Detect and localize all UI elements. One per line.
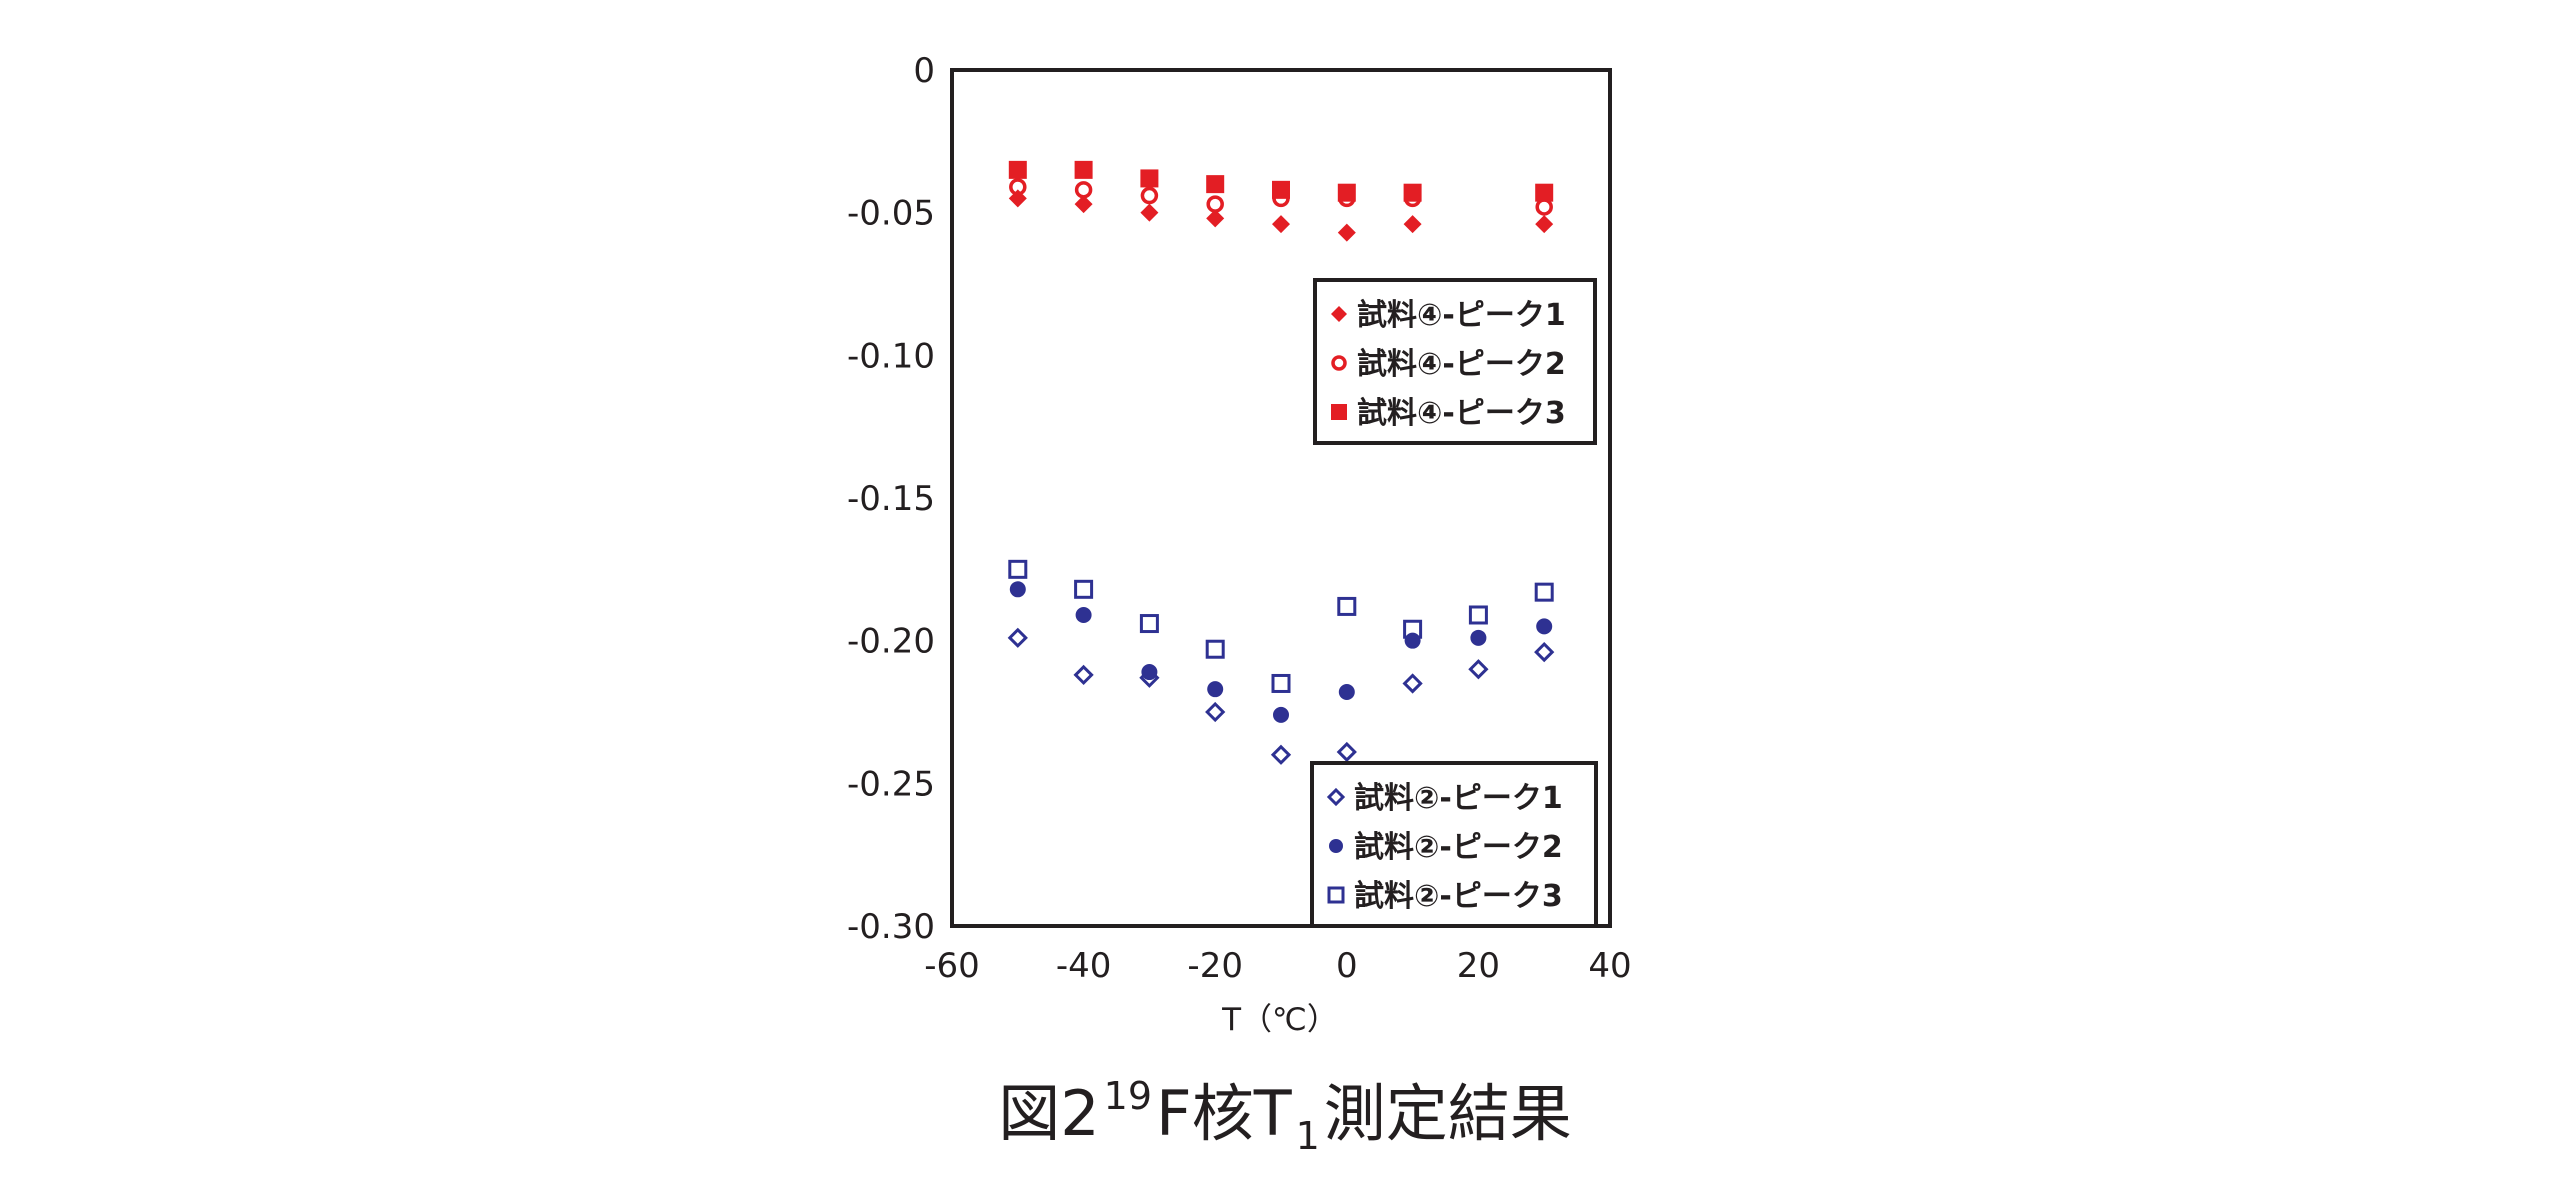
legend-box <box>1310 761 1598 928</box>
data-point <box>1140 169 1159 188</box>
data-point <box>1338 684 1355 701</box>
legend-label: 試料②-ピーク2 <box>1354 830 1563 865</box>
data-point <box>1403 215 1422 234</box>
series-6 <box>1008 559 1554 693</box>
y-tick-label: 0 <box>913 51 935 91</box>
data-point <box>1206 175 1225 194</box>
data-point <box>1073 664 1094 686</box>
data-point <box>1534 582 1554 602</box>
series-3 <box>1008 160 1554 202</box>
data-point <box>1403 619 1423 639</box>
x-tick-label: -40 <box>1056 946 1112 986</box>
figure-caption: 図2 19 F核T 1 測定結果 <box>998 1074 1572 1158</box>
plot-frame <box>950 68 1612 928</box>
data-point <box>1007 627 1028 648</box>
x-tick-label: 40 <box>1588 946 1631 986</box>
data-point <box>1075 606 1092 623</box>
legend-marker <box>1326 787 1346 807</box>
legend-lower: 試料②-ピーク1 試料②-ピーク2 試料②-ピーク3 <box>1310 761 1598 928</box>
x-tick-label: 20 <box>1457 946 1500 986</box>
data-point <box>1468 659 1489 680</box>
data-point <box>1074 181 1093 199</box>
series-5 <box>1009 581 1553 723</box>
x-axis-title: T（℃） <box>1221 1002 1338 1038</box>
data-point <box>1337 596 1357 616</box>
data-point <box>1404 632 1421 649</box>
y-tick-label: -0.25 <box>847 764 935 804</box>
data-point <box>1337 183 1356 202</box>
legend-marker <box>1331 355 1347 371</box>
data-point <box>1270 744 1292 765</box>
legend-label: 試料④-ピーク1 <box>1357 298 1566 333</box>
data-point <box>1207 681 1224 698</box>
caption-prefix: 図2 <box>998 1077 1099 1150</box>
caption-isotope-mass: 19 <box>1104 1074 1152 1118</box>
data-point <box>1337 223 1356 242</box>
series-4 <box>1007 627 1555 765</box>
data-point <box>1206 195 1224 213</box>
data-points <box>1007 160 1555 765</box>
data-point <box>1206 209 1225 228</box>
data-point <box>1402 673 1423 694</box>
data-point <box>1272 215 1290 234</box>
data-point <box>1008 160 1027 179</box>
y-tick-label: -0.05 <box>847 194 935 234</box>
legend-marker <box>1329 839 1343 853</box>
y-tick-label: -0.30 <box>847 907 935 947</box>
x-tick-label: -20 <box>1187 946 1243 986</box>
y-tick-label: -0.20 <box>847 622 935 662</box>
x-tick-label: -60 <box>924 946 980 986</box>
legend-marker <box>1331 306 1347 322</box>
data-point <box>1536 618 1553 635</box>
data-point <box>1205 701 1226 723</box>
data-point <box>1009 581 1026 598</box>
data-point <box>1008 559 1028 579</box>
legend-box <box>1313 278 1597 445</box>
data-point <box>1468 605 1488 625</box>
data-point <box>1139 614 1159 634</box>
data-point <box>1272 180 1290 199</box>
caption-subscript: 1 <box>1296 1114 1320 1158</box>
x-tick-label: 0 <box>1336 946 1358 986</box>
legend-upper: 試料④-ピーク1 試料④-ピーク2 試料④-ピーク3 <box>1313 278 1597 445</box>
legend-label: 試料④-ピーク3 <box>1357 396 1566 431</box>
legend-label: 試料④-ピーク2 <box>1357 347 1566 382</box>
legend-marker <box>1331 404 1347 420</box>
data-point <box>1535 183 1554 202</box>
series-1 <box>1008 189 1554 242</box>
y-tick-label: -0.10 <box>847 336 935 376</box>
caption-suffix: 測定結果 <box>1324 1077 1572 1150</box>
data-point <box>1074 579 1094 599</box>
data-point <box>1271 673 1291 693</box>
caption-element: F核T <box>1156 1077 1293 1150</box>
data-point <box>1535 215 1554 234</box>
legend-marker <box>1327 886 1345 904</box>
data-point <box>1074 195 1093 214</box>
data-point <box>1470 629 1487 646</box>
x-axis-tick-labels: -60 -40 -20 0 20 40 <box>924 946 1631 986</box>
data-point <box>1403 183 1422 202</box>
legend-label: 試料②-ピーク1 <box>1354 781 1563 816</box>
data-point <box>1205 639 1225 659</box>
data-point <box>1009 178 1027 196</box>
data-point <box>1140 186 1159 205</box>
data-point <box>1141 664 1158 681</box>
data-point <box>1074 160 1093 179</box>
data-point <box>1273 706 1289 723</box>
legend-label: 試料②-ピーク3 <box>1354 879 1563 914</box>
y-tick-label: -0.15 <box>847 479 935 519</box>
data-point <box>1140 203 1159 222</box>
data-point <box>1534 641 1555 663</box>
data-point <box>1336 741 1357 763</box>
data-point <box>1535 198 1553 216</box>
y-axis-tick-labels: 0 -0.05 -0.10 -0.15 -0.20 -0.25 -0.30 <box>847 51 935 947</box>
